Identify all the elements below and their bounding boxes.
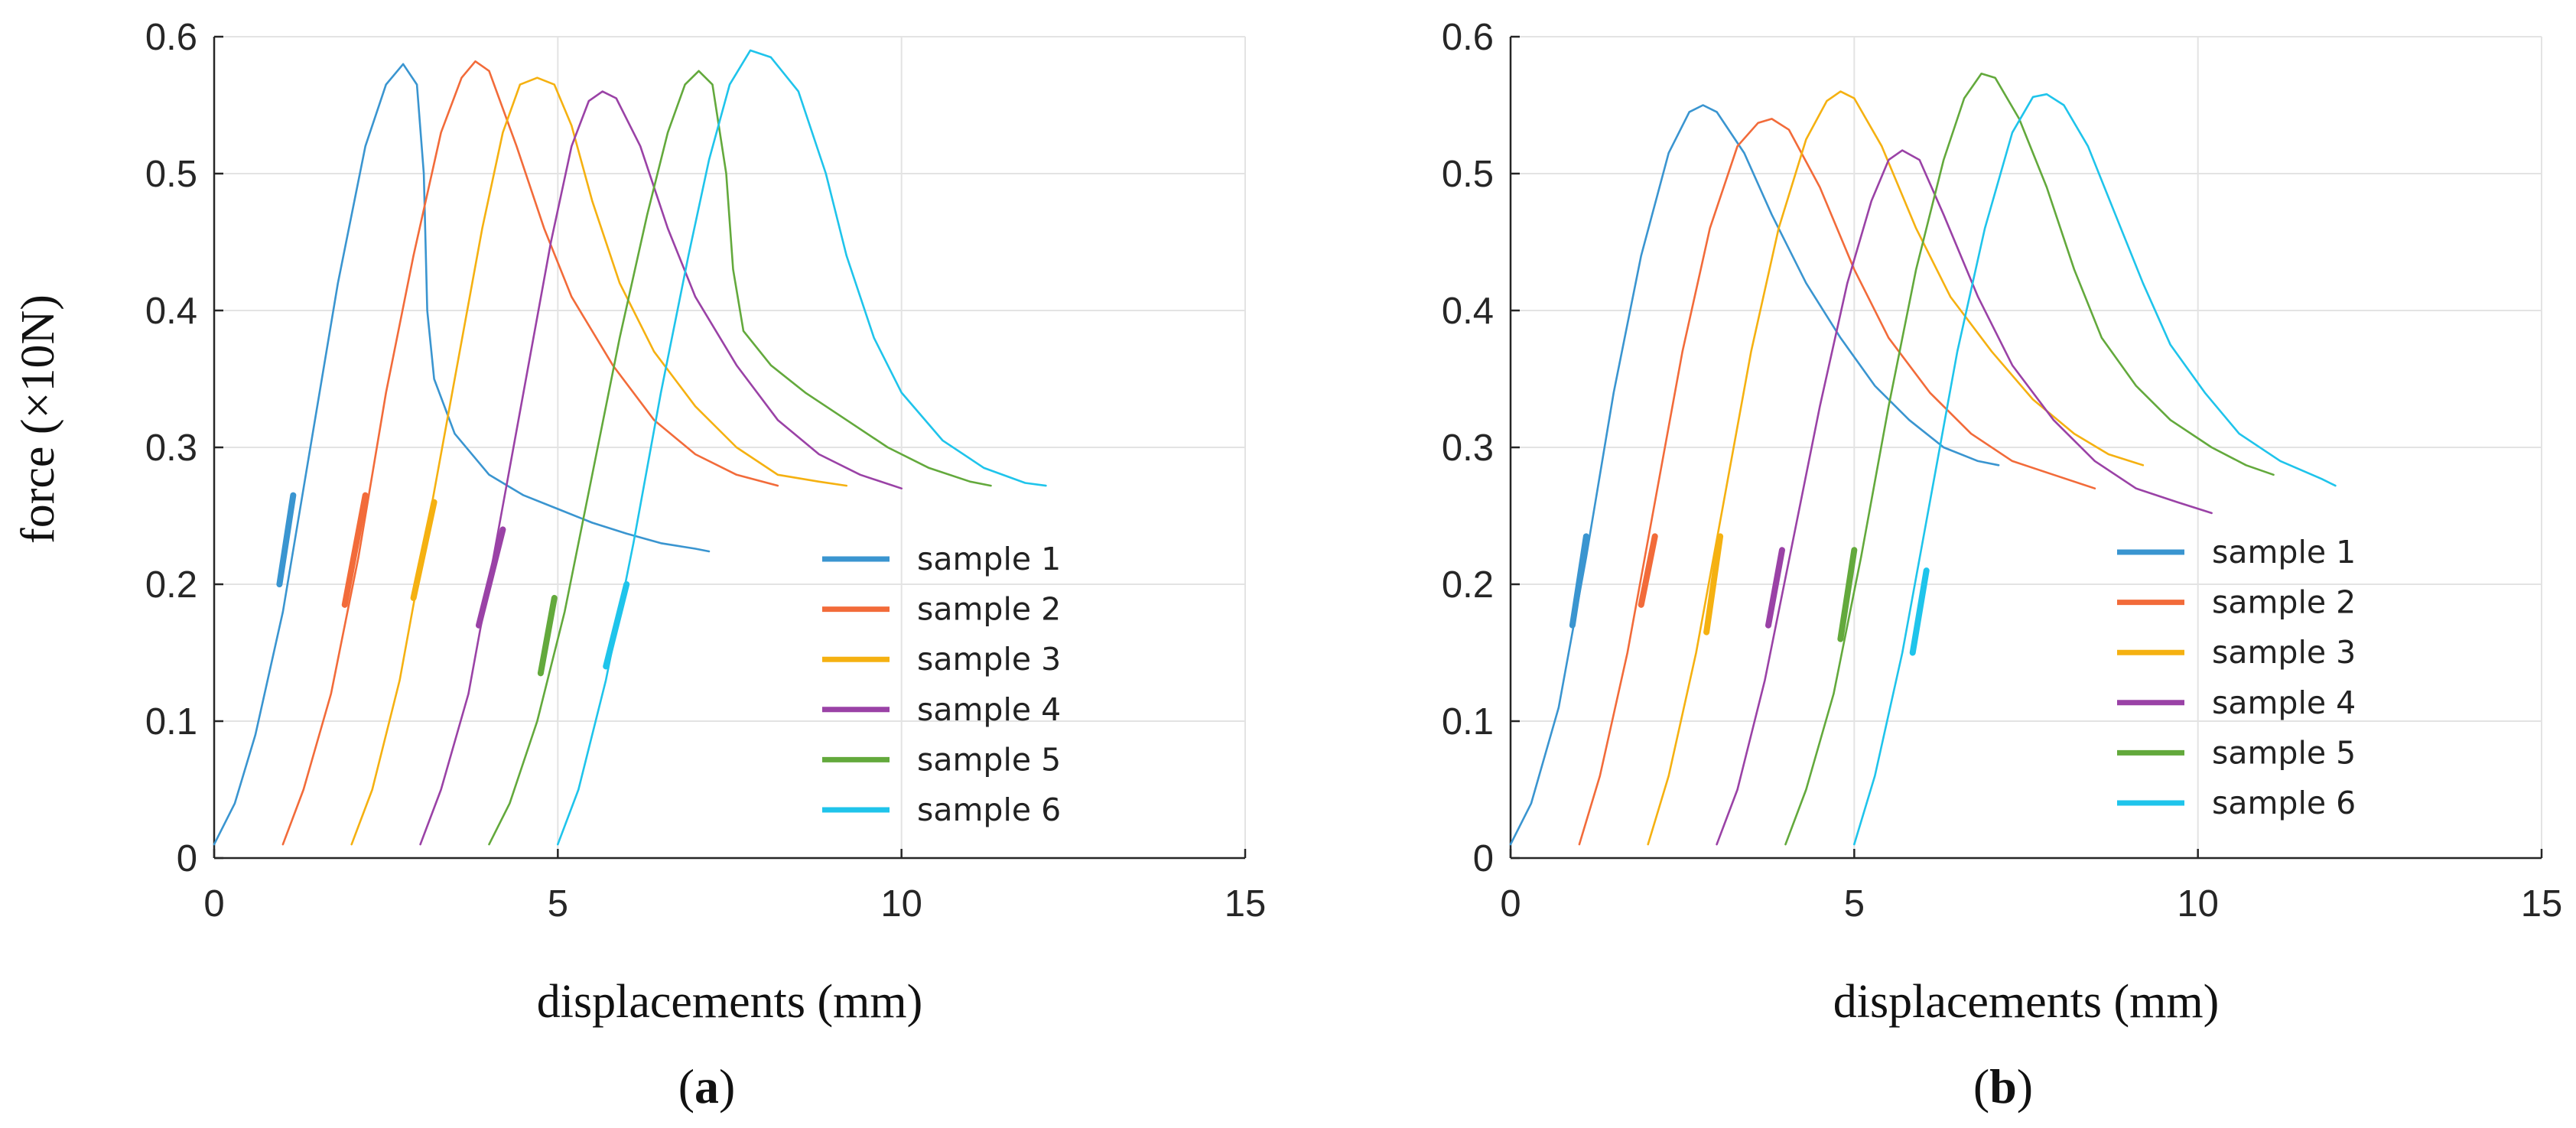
legend: sample 1 sample 2 sample 3 sample 4 sample 5… (822, 541, 1061, 828)
legend-label-sample-4: sample 4 (917, 691, 1061, 728)
y-tick-label: 0.1 (145, 701, 197, 743)
legend-label-sample-2: sample 2 (2212, 584, 2356, 621)
x-tick-label: 15 (1225, 883, 1267, 925)
panel-label-close: ) (2017, 1059, 2033, 1113)
legend-label-sample-4: sample 4 (2212, 684, 2356, 721)
series-line-sample-3 (350, 76, 848, 846)
series-line-sample-3 (1647, 90, 2145, 846)
legend-label-sample-3: sample 3 (2212, 634, 2356, 671)
linear-segment-sample-1 (276, 492, 297, 587)
x-axis-title: displacements (mm) (1833, 976, 2219, 1028)
y-tick-label: 0.4 (145, 291, 197, 332)
y-tick-label: 0.6 (145, 17, 197, 58)
x-tick-label: 5 (548, 883, 568, 925)
y-axis-title: force (×10N) (12, 294, 64, 544)
y-tick-label: 0.3 (1442, 427, 1494, 469)
x-tick-label: 0 (203, 883, 224, 925)
y-tick-label: 0.2 (145, 564, 197, 606)
series-line-sample-5 (488, 70, 992, 846)
series-line-sample-4 (1716, 149, 2213, 846)
y-tick-label: 0.3 (145, 427, 197, 469)
panel-label-open: ( (1973, 1059, 1989, 1113)
series-line-sample-1 (1509, 104, 2000, 846)
x-tick-label: 10 (2177, 883, 2219, 925)
linear-segment-sample-5 (1837, 547, 1858, 642)
y-tick-label: 0 (177, 838, 197, 879)
panel-label-open: ( (678, 1059, 694, 1113)
y-tick-label: 0.6 (1442, 17, 1494, 58)
series-line-sample-2 (281, 60, 779, 846)
y-tick-label: 0.1 (1442, 701, 1494, 743)
linear-segment-sample-6 (603, 581, 630, 670)
series-line-sample-2 (1578, 118, 2096, 846)
series-line-sample-4 (419, 90, 903, 846)
series-line-sample-6 (557, 49, 1047, 846)
x-tick-label: 0 (1500, 883, 1521, 925)
legend-label-sample-5: sample 5 (2212, 734, 2356, 771)
linear-segment-sample-3 (410, 499, 437, 601)
y-tick-label: 0.5 (1442, 154, 1494, 195)
panel-label: (a) (678, 1059, 736, 1113)
panel-label-letter: b (1989, 1059, 2017, 1113)
linear-segment-sample-2 (341, 492, 369, 608)
series-line-sample-5 (1784, 73, 2275, 846)
linear-segment-sample-4 (475, 526, 506, 629)
y-tick-label: 0.2 (1442, 564, 1494, 606)
legend: sample 1 sample 2 sample 3 sample 4 sample 5… (2117, 534, 2356, 821)
linear-segment-sample-2 (1638, 533, 1658, 608)
legend-label-sample-5: sample 5 (917, 741, 1061, 778)
y-tick-label: 0 (1473, 838, 1494, 879)
legend-label-sample-2: sample 2 (917, 591, 1061, 628)
x-tick-label: 10 (880, 883, 922, 925)
panel-label-close: ) (719, 1059, 735, 1113)
linear-segment-sample-3 (1703, 533, 1724, 636)
y-tick-label: 0.5 (145, 154, 197, 195)
panel-label-letter: a (694, 1059, 719, 1113)
legend-label-sample-6: sample 6 (2212, 785, 2356, 821)
linear-segment-sample-5 (537, 594, 558, 677)
linear-segment-sample-6 (1909, 567, 1930, 656)
linear-segment-sample-1 (1569, 533, 1589, 629)
series-line-sample-1 (213, 63, 711, 846)
panel-label: (b) (1973, 1059, 2033, 1113)
legend-label-sample-1: sample 1 (2212, 534, 2356, 571)
legend-label-sample-3: sample 3 (917, 641, 1061, 678)
x-axis-title: displacements (mm) (537, 976, 922, 1028)
legend-label-sample-1: sample 1 (917, 541, 1061, 577)
linear-segment-sample-4 (1765, 547, 1785, 629)
legend-label-sample-6: sample 6 (917, 792, 1061, 828)
x-tick-label: 5 (1844, 883, 1865, 925)
series-line-sample-6 (1853, 93, 2337, 846)
y-tick-label: 0.4 (1442, 291, 1494, 332)
x-tick-label: 15 (2521, 883, 2563, 925)
